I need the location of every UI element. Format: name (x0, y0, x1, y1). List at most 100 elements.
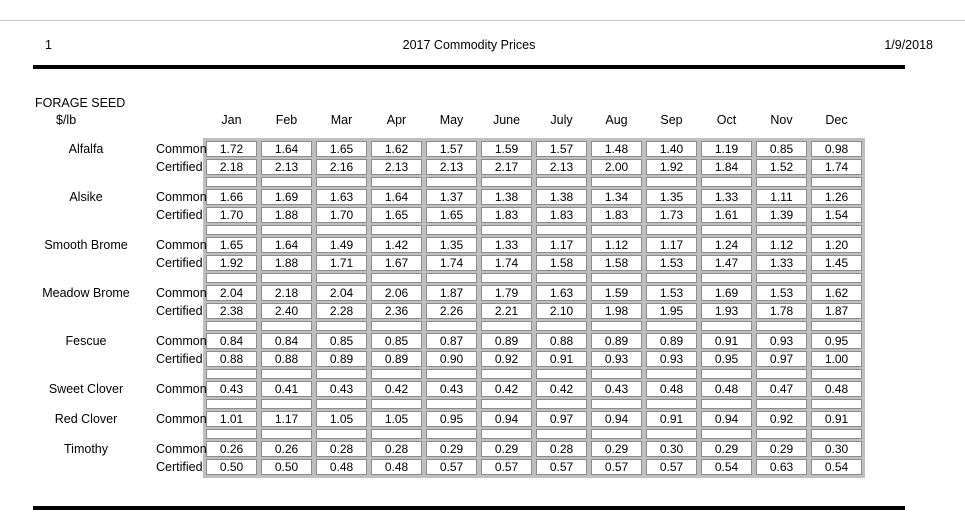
price-cell: 0.43 (206, 381, 257, 397)
price-cell: 0.87 (426, 333, 477, 349)
price-cell: 1.79 (481, 285, 532, 301)
price-cell: 0.91 (536, 351, 587, 367)
price-cell: 1.20 (811, 237, 862, 253)
price-cell: 1.35 (426, 237, 477, 253)
price-cell: 0.57 (591, 459, 642, 475)
price-cells: 0.26 0.26 0.28 0.28 0.29 0.29 0.28 0.29 0.30 0.29… (203, 441, 865, 457)
spacer-cells (203, 369, 865, 379)
unit-label: $/lb (56, 113, 77, 127)
price-cells: 1.66 1.69 1.63 1.64 1.37 1.38 1.38 1.34 1.35 1.33… (203, 189, 865, 205)
empty-cell (591, 399, 642, 409)
price-cells: 1.70 1.88 1.70 1.65 1.65 1.83 1.83 1.83 1.73 1.61… (203, 207, 865, 223)
price-cell: 0.89 (316, 351, 367, 367)
grade-label: Certified (156, 460, 203, 474)
price-cell: 1.47 (701, 255, 752, 271)
price-cell: 0.54 (701, 459, 752, 475)
table-row: Meadow Brome Common 2.04 2.18 2.04 2.06 1.87 1.… (0, 285, 965, 301)
price-cell: 2.13 (371, 159, 422, 175)
empty-cell (701, 399, 752, 409)
empty-cell (481, 399, 532, 409)
price-cell: 1.62 (811, 285, 862, 301)
price-cell: 0.88 (206, 351, 257, 367)
price-cell: 0.30 (811, 441, 862, 457)
empty-cell (591, 429, 642, 439)
price-cell: 0.29 (426, 441, 477, 457)
price-cell: 0.47 (756, 381, 807, 397)
empty-cell (206, 177, 257, 187)
empty-cell (261, 429, 312, 439)
price-cell: 0.89 (371, 351, 422, 367)
empty-cell (481, 225, 532, 235)
month-header: Nov (770, 113, 793, 127)
spacer-row (0, 429, 965, 439)
price-cell: 1.19 (701, 141, 752, 157)
price-cell: 1.65 (371, 207, 422, 223)
price-cell: 0.89 (481, 333, 532, 349)
grade-label: Certified (156, 256, 203, 270)
table-row: Sweet Clover Common 0.43 0.41 0.43 0.42 0.43 0.… (0, 381, 965, 397)
empty-cell (756, 399, 807, 409)
price-cell: 1.42 (371, 237, 422, 253)
empty-cell (481, 177, 532, 187)
spacer-row (0, 321, 965, 331)
empty-cell (371, 177, 422, 187)
table-row: Certified 1.70 1.88 1.70 1.65 1.65 1.83 1.83 1.8… (0, 207, 965, 223)
price-cell: 2.17 (481, 159, 532, 175)
empty-cell (371, 429, 422, 439)
price-cell: 0.89 (591, 333, 642, 349)
price-cell: 1.37 (426, 189, 477, 205)
commodity-label: Fescue (65, 334, 107, 348)
price-cell: 1.38 (536, 189, 587, 205)
grade-label: Common (156, 382, 207, 396)
table-row: Certified 2.38 2.40 2.28 2.36 2.26 2.21 2.10 1.9… (0, 303, 965, 319)
month-header: Mar (330, 113, 353, 127)
table-row: Red Clover Common 1.01 1.17 1.05 1.05 0.95 0.94… (0, 411, 965, 427)
price-cell: 1.74 (811, 159, 862, 175)
price-cell: 1.67 (371, 255, 422, 271)
price-cell: 1.33 (481, 237, 532, 253)
table-row: Certified 1.92 1.88 1.71 1.67 1.74 1.74 1.58 1.5… (0, 255, 965, 271)
price-cell: 1.84 (701, 159, 752, 175)
price-cell: 2.13 (261, 159, 312, 175)
price-cell: 2.06 (371, 285, 422, 301)
month-header: Aug (605, 113, 628, 127)
grade-label: Common (156, 412, 207, 426)
empty-cell (811, 177, 862, 187)
empty-cell (371, 369, 422, 379)
empty-cell (756, 225, 807, 235)
empty-cell (206, 399, 257, 409)
price-cell: 0.85 (371, 333, 422, 349)
empty-cell (536, 273, 587, 283)
header-rule (33, 65, 905, 69)
empty-cell (481, 273, 532, 283)
price-cell: 0.90 (426, 351, 477, 367)
commodity-label: Alfalfa (68, 142, 104, 156)
month-header: Jan (221, 113, 242, 127)
table-backdrop (203, 138, 865, 478)
price-cell: 0.92 (756, 411, 807, 427)
empty-cell (261, 273, 312, 283)
spacer-cells (203, 225, 865, 235)
price-cell: 0.92 (481, 351, 532, 367)
empty-cell (536, 369, 587, 379)
price-cell: 1.87 (811, 303, 862, 319)
price-cell: 0.91 (701, 333, 752, 349)
price-cell: 1.95 (646, 303, 697, 319)
price-cell: 1.01 (206, 411, 257, 427)
empty-cell (316, 399, 367, 409)
empty-cell (426, 399, 477, 409)
empty-cell (646, 399, 697, 409)
price-cell: 1.63 (536, 285, 587, 301)
price-cell: 0.63 (756, 459, 807, 475)
empty-cell (701, 429, 752, 439)
empty-cell (591, 273, 642, 283)
price-cells: 0.88 0.88 0.89 0.89 0.90 0.92 0.91 0.93 0.93 0.95… (203, 351, 865, 367)
price-cell: 0.85 (756, 141, 807, 157)
empty-cell (646, 225, 697, 235)
price-cell: 1.65 (426, 207, 477, 223)
spacer-cells (203, 321, 865, 331)
empty-cell (756, 273, 807, 283)
spacer-cells (203, 273, 865, 283)
price-cell: 0.29 (481, 441, 532, 457)
empty-cell (371, 225, 422, 235)
